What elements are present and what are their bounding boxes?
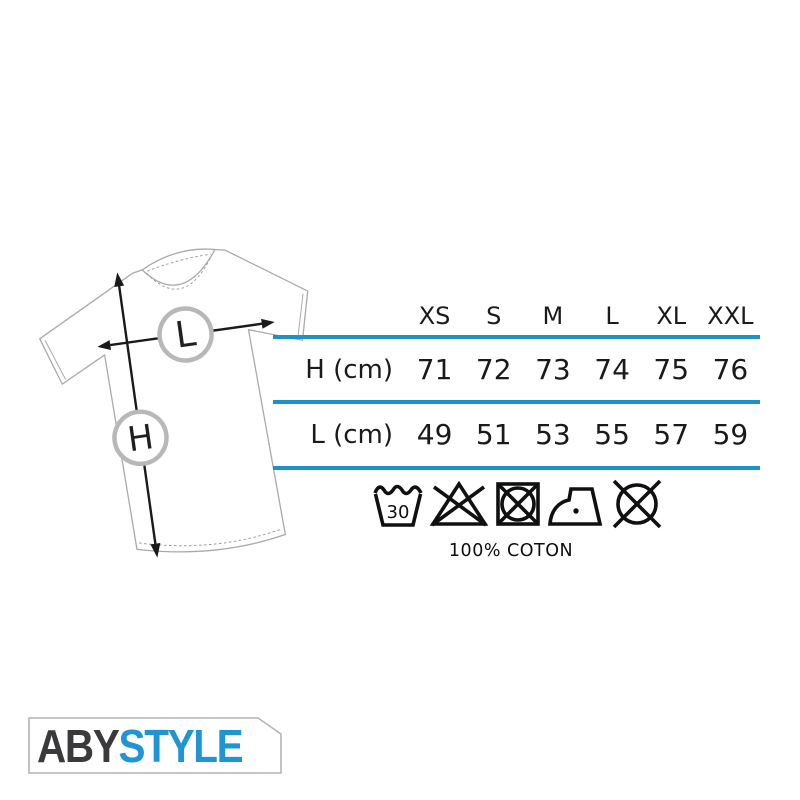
abystyle-logo: ABYSTYLE [28, 717, 282, 774]
width-xs: 49 [416, 418, 453, 451]
logo-text-aby: ABY [37, 720, 120, 772]
do-not-tumble-dry-icon [496, 482, 540, 526]
logo-text-style: STYLE [118, 720, 244, 772]
wash-temperature: 30 [387, 502, 410, 523]
material-label: 100% COTON [448, 541, 574, 561]
size-header-row: XS S M L XL XXL [273, 291, 760, 335]
width-row: L (cm) 49 51 53 55 57 59 [273, 404, 760, 466]
tshirt-measurement-diagram: L H [39, 248, 309, 558]
logo-wordmark: ABYSTYLE [37, 720, 244, 772]
iron-low-icon [548, 487, 603, 526]
logo-frame [28, 717, 282, 774]
table-rule-middle [273, 400, 760, 404]
do-not-bleach-icon [429, 480, 489, 527]
height-l: 74 [594, 352, 630, 386]
table-rule-top [273, 335, 760, 339]
care-symbols-row: 30 [372, 477, 666, 531]
size-header-xs: XS [418, 302, 451, 330]
size-table: XS S M L XL XXL H (cm) 71 72 73 74 75 76… [273, 291, 760, 470]
height-m: 73 [535, 352, 571, 386]
width-m: 53 [535, 418, 571, 451]
size-header-spacer [273, 328, 405, 335]
table-rule-bottom [273, 466, 760, 470]
height-label: H [125, 417, 156, 460]
height-xl: 75 [653, 352, 690, 386]
height-row-label: H (cm) [305, 354, 393, 385]
width-label-circle [157, 306, 214, 363]
wash-30-icon: 30 [373, 484, 423, 527]
height-label-circle [112, 409, 169, 467]
height-xxl: 76 [712, 352, 749, 386]
size-header-s: S [486, 302, 502, 330]
height-xs: 71 [416, 352, 453, 386]
width-row-label: L (cm) [310, 420, 393, 450]
height-row: H (cm) 71 72 73 74 75 76 [273, 339, 760, 400]
height-s: 72 [475, 352, 512, 386]
tshirt-cuff-seams [44, 293, 304, 380]
size-header-xxl: XXL [707, 302, 754, 330]
width-xl: 57 [653, 418, 690, 451]
size-header-l: L [605, 302, 619, 330]
size-header-xl: XL [656, 302, 687, 330]
size-header-m: M [542, 302, 564, 330]
width-xxl: 59 [712, 418, 749, 451]
width-l: 55 [594, 418, 630, 451]
do-not-dry-clean-icon [612, 479, 662, 529]
width-s: 51 [475, 418, 512, 451]
